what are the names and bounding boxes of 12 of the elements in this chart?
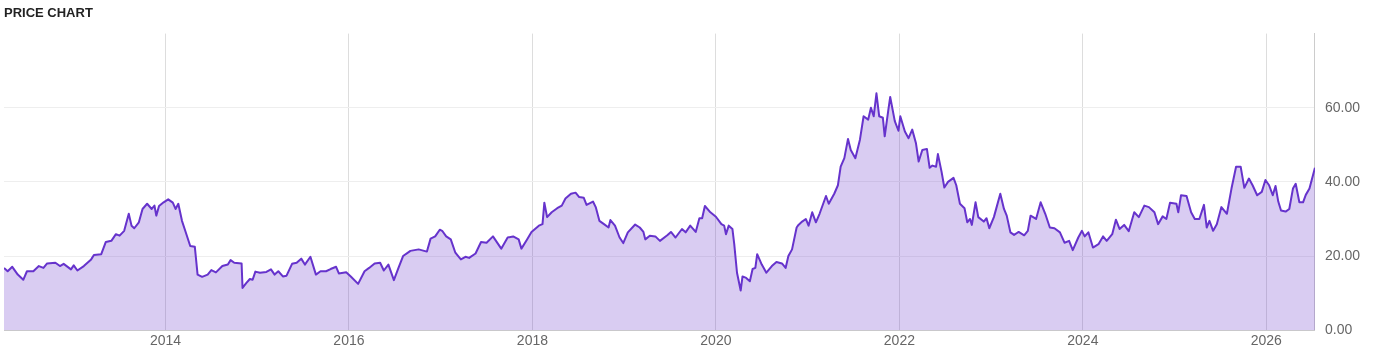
x-tick-label: 2024 bbox=[1067, 332, 1099, 349]
x-tick-label: 2018 bbox=[516, 332, 549, 349]
x-tick-label: 2016 bbox=[333, 332, 365, 349]
x-tick-label: 2026 bbox=[1250, 332, 1283, 349]
y-tick-label: 60.00 bbox=[1324, 98, 1361, 115]
y-tick-label: 0.00 bbox=[1324, 321, 1353, 338]
x-tick-label: 2022 bbox=[883, 332, 916, 349]
y-tick-label: 40.00 bbox=[1324, 172, 1361, 189]
chart-title: PRICE CHART bbox=[4, 5, 93, 21]
x-tick-label: 2014 bbox=[149, 332, 182, 349]
x-tick-label: 2020 bbox=[700, 332, 732, 349]
y-tick-label: 20.00 bbox=[1324, 246, 1361, 263]
